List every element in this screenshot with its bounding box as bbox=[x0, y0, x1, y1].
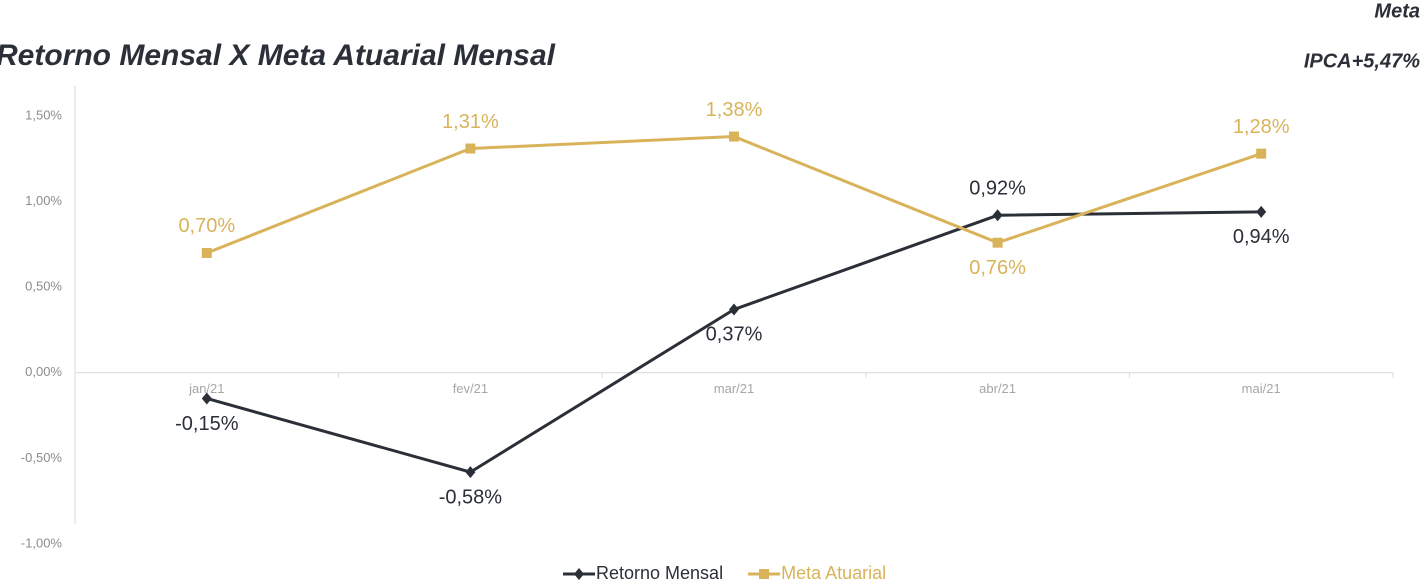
point bbox=[465, 143, 476, 154]
y-tick-label: 1,50% bbox=[25, 107, 62, 122]
point bbox=[1256, 205, 1267, 218]
data-label: 0,70% bbox=[178, 215, 235, 237]
corner-note: IPCA+5,47% bbox=[1304, 50, 1420, 72]
data-label: -0,58% bbox=[439, 486, 503, 508]
chart-title: Retorno Mensal X Meta Atuarial Mensal bbox=[0, 39, 556, 72]
point bbox=[1256, 148, 1267, 159]
x-tick-label: jan/21 bbox=[188, 381, 224, 396]
corner-note: Meta bbox=[1374, 0, 1420, 22]
data-label: 0,37% bbox=[706, 324, 763, 346]
point bbox=[574, 568, 584, 580]
point bbox=[759, 569, 770, 579]
x-tick-label: abr/21 bbox=[979, 381, 1016, 396]
y-tick-label: -1,00% bbox=[21, 535, 63, 550]
y-tick-label: 0,00% bbox=[25, 364, 62, 379]
point bbox=[201, 392, 212, 405]
legend-label: Meta Atuarial bbox=[781, 563, 886, 582]
data-label: 0,92% bbox=[969, 178, 1026, 200]
data-label: 0,76% bbox=[969, 257, 1026, 279]
point bbox=[992, 237, 1003, 248]
data-label: 1,28% bbox=[1233, 116, 1290, 138]
point bbox=[992, 209, 1003, 222]
data-label: 1,38% bbox=[706, 99, 763, 121]
data-label: -0,15% bbox=[175, 413, 239, 435]
y-tick-label: -0,50% bbox=[21, 450, 63, 465]
y-tick-label: 0,50% bbox=[25, 279, 62, 294]
data-label: 0,94% bbox=[1233, 226, 1290, 248]
x-tick-label: mai/21 bbox=[1242, 381, 1281, 396]
legend-label: Retorno Mensal bbox=[596, 563, 723, 582]
point bbox=[465, 466, 476, 479]
x-tick-label: mar/21 bbox=[714, 381, 754, 396]
point bbox=[729, 131, 739, 142]
y-tick-label: 1,00% bbox=[25, 193, 62, 208]
data-label: 1,31% bbox=[442, 111, 499, 133]
point bbox=[729, 303, 739, 316]
point bbox=[201, 247, 212, 258]
x-tick-label: fev/21 bbox=[453, 381, 488, 396]
line bbox=[206, 135, 1262, 255]
